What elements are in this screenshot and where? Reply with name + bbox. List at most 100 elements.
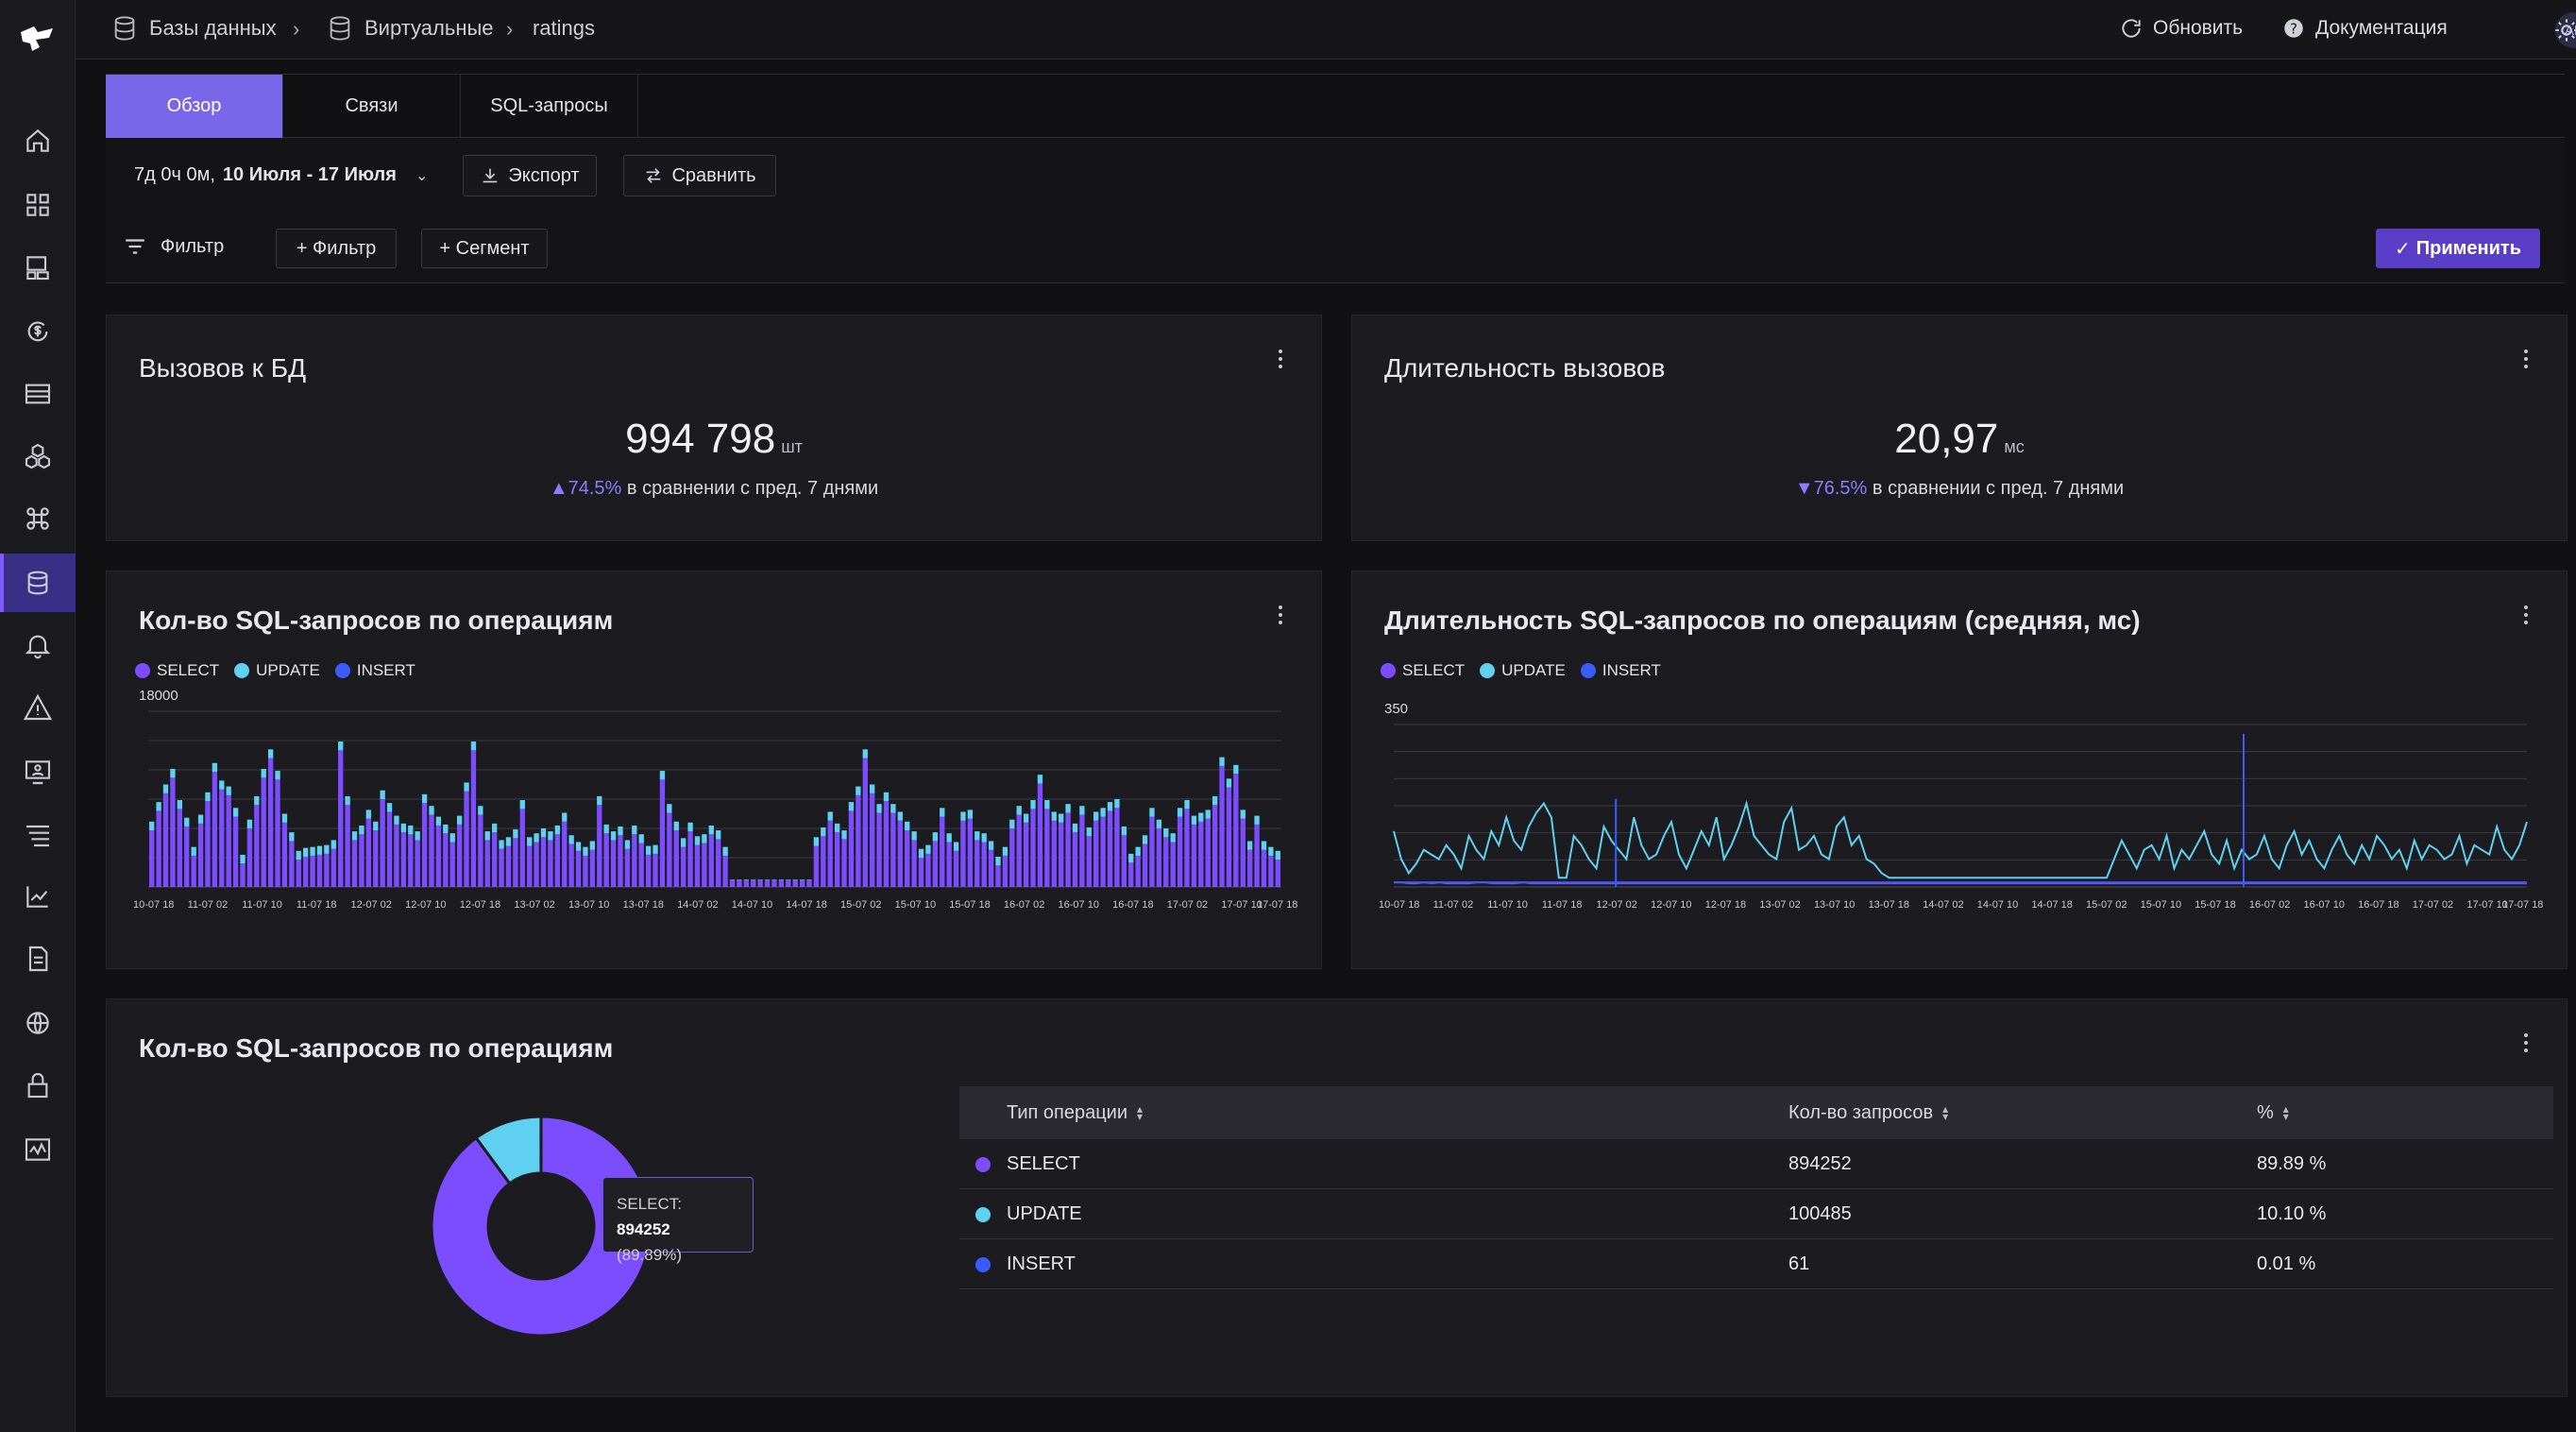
bar-select <box>995 865 1001 887</box>
sidebar-item-bell[interactable] <box>0 616 76 674</box>
cell-type: UPDATE <box>1007 1203 1082 1224</box>
table-row[interactable]: SELECT 894252 89.89 % <box>959 1139 2553 1189</box>
bar-update <box>743 879 749 880</box>
legend-select[interactable]: SELECT <box>1381 661 1465 680</box>
sidebar-item-monitor-user[interactable] <box>0 742 76 801</box>
legend-insert[interactable]: INSERT <box>334 661 415 680</box>
bar-select <box>1030 809 1036 887</box>
kpi-value: 20,97 мс <box>1352 416 2567 463</box>
sidebar-item-command[interactable] <box>0 489 76 548</box>
bar-update <box>470 742 477 751</box>
legend-select[interactable]: SELECT <box>135 661 219 680</box>
bar-update <box>883 792 890 802</box>
legend-dot <box>1480 663 1496 678</box>
add-segment-button[interactable]: + Сегмент <box>421 229 548 268</box>
bar-update <box>764 879 771 880</box>
sidebar-item-globe[interactable] <box>0 994 76 1052</box>
sidebar-item-warning[interactable] <box>0 678 76 737</box>
tab-sql-queries[interactable]: SQL-запросы <box>461 75 638 138</box>
app-logo-icon[interactable] <box>17 19 59 57</box>
bar-update <box>330 840 336 849</box>
more-vertical-icon[interactable] <box>1278 349 1283 370</box>
bar-update <box>310 846 315 856</box>
sidebar-item-document[interactable] <box>0 929 76 988</box>
sidebar-item-lock[interactable] <box>0 1056 76 1115</box>
bar-select <box>876 812 882 887</box>
sidebar-item-server[interactable] <box>0 365 76 423</box>
bar-update <box>478 806 483 815</box>
bar-select <box>1009 828 1015 887</box>
breadcrumb-virtual[interactable]: Виртуальные <box>327 0 494 57</box>
sidebar-item-grid[interactable] <box>0 176 76 234</box>
bar-update <box>1254 815 1260 825</box>
bar-select <box>254 805 260 887</box>
bar-update <box>974 831 980 841</box>
bar-update <box>1219 757 1225 766</box>
column-header-percent[interactable]: % ▴ ▾ <box>2257 1086 2289 1139</box>
bar-select <box>988 849 994 887</box>
x-tick-label: 17-07 02 <box>1167 899 1208 911</box>
bar-select <box>1002 855 1008 887</box>
documentation-link[interactable]: ? Документация <box>2281 0 2448 57</box>
tab-connections[interactable]: Связи <box>283 75 461 138</box>
arrow-down-icon: ▼ <box>1794 478 1814 499</box>
x-tick-label: 16-07 02 <box>2249 899 2290 911</box>
sidebar-item-layers[interactable] <box>0 805 76 863</box>
more-vertical-icon[interactable] <box>2523 605 2529 626</box>
table-row[interactable]: UPDATE 100485 10.10 % <box>959 1189 2553 1239</box>
legend-update[interactable]: UPDATE <box>234 661 320 680</box>
sidebar-item-chart-line[interactable] <box>0 867 76 926</box>
bar-update <box>673 821 679 831</box>
bar-select <box>499 848 504 887</box>
chart-legend: SELECT UPDATE INSERT <box>1381 661 1676 680</box>
bar-update <box>1128 853 1134 863</box>
refresh-button[interactable]: Обновить <box>2119 0 2243 57</box>
x-tick-label: 13-07 10 <box>568 899 609 911</box>
bar-select <box>967 818 974 887</box>
table-row[interactable]: INSERT 61 0.01 % <box>959 1239 2553 1289</box>
database-icon <box>27 571 48 595</box>
export-button[interactable]: Экспорт <box>463 155 597 196</box>
sidebar-item-activity[interactable] <box>0 1120 76 1179</box>
card-title: Длительность SQL-запросов по операциям (… <box>1384 605 2141 635</box>
x-tick-label: 13-07 02 <box>1759 899 1800 911</box>
bar-chart[interactable]: 18000 10-07 18 11-07 02 11-07 10 11-07 18 12-… <box>107 571 1323 970</box>
apply-button[interactable]: ✓ Применить <box>2376 229 2540 268</box>
bar-select <box>681 846 686 887</box>
x-tick-label: 16-07 02 <box>1004 899 1044 911</box>
breadcrumb-databases[interactable]: Базы данных <box>111 0 277 57</box>
bar-select <box>575 850 582 887</box>
bar-update <box>1226 778 1232 788</box>
bar-select <box>191 855 196 887</box>
column-header-type[interactable]: Тип операции ▴ ▾ <box>1007 1086 1143 1139</box>
more-vertical-icon[interactable] <box>1278 605 1283 626</box>
legend-insert[interactable]: INSERT <box>1580 661 1661 680</box>
sidebar-item-database[interactable] <box>0 554 76 612</box>
bar-update <box>351 831 358 841</box>
bar-select <box>932 841 938 887</box>
bar-update <box>1037 775 1043 784</box>
tab-overview[interactable]: Обзор <box>106 75 283 138</box>
line-chart[interactable]: 350 10-07 18 11-07 02 11-07 10 11-07 18 12-07… <box>1352 571 2568 970</box>
sidebar-item-hexagons[interactable] <box>0 427 76 486</box>
date-range-picker[interactable]: 7д 0ч 0м, 10 Июля - 17 Июля ⌄ <box>134 164 428 186</box>
grid-icon <box>26 194 49 216</box>
bar-update <box>911 831 917 841</box>
sidebar-item-home[interactable] <box>0 111 76 170</box>
bar-select <box>505 845 512 887</box>
sidebar-item-services[interactable] <box>0 238 76 297</box>
bar-update <box>981 833 987 843</box>
sidebar-item-dollar-sync[interactable] <box>0 302 76 361</box>
bar-select <box>464 791 469 887</box>
bar-update <box>316 845 323 855</box>
add-filter-button[interactable]: + Фильтр <box>276 229 397 268</box>
more-vertical-icon[interactable] <box>2523 349 2529 370</box>
more-vertical-icon[interactable] <box>2523 1033 2529 1054</box>
sun-icon[interactable] <box>2553 17 2576 43</box>
compare-button[interactable]: Сравнить <box>623 155 776 196</box>
breadcrumb-label: Виртуальные <box>364 16 494 40</box>
column-header-count[interactable]: Кол-во запросов ▴ ▾ <box>1788 1086 1948 1139</box>
cell-count: 100485 <box>1788 1203 1852 1224</box>
donut-chart[interactable] <box>107 999 957 1398</box>
legend-update[interactable]: UPDATE <box>1480 661 1566 680</box>
